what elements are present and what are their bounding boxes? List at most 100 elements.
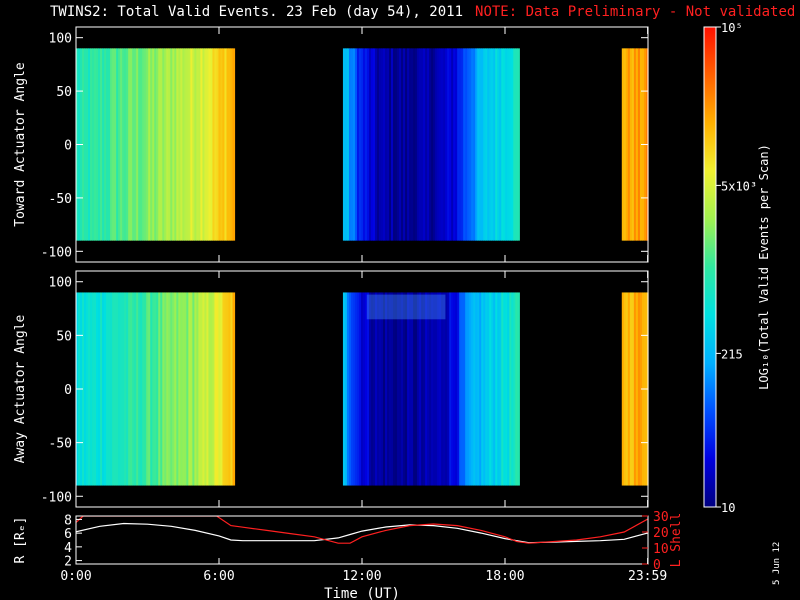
heatmap-column <box>120 292 123 486</box>
heatmap-column <box>180 48 183 241</box>
heatmap-column <box>485 292 488 486</box>
heatmap-column <box>467 292 470 486</box>
heatmap-column <box>140 48 143 241</box>
heatmap-column <box>409 292 412 486</box>
colorbar-label: LOG₁₀(Total Valid Events per Scan) <box>757 144 771 390</box>
heatmap-column <box>443 48 446 241</box>
heatmap-column <box>411 48 414 241</box>
heatmap-column <box>166 48 169 241</box>
heatmap-column <box>360 292 364 486</box>
heatmap-column <box>471 292 474 486</box>
heatmap-column <box>387 292 390 486</box>
x-axis-label: Time (UT) <box>324 586 400 600</box>
heatmap-column <box>387 48 390 241</box>
radius-line <box>76 522 648 544</box>
heatmap-column <box>106 48 109 241</box>
heatmap-column <box>90 292 93 486</box>
heatmap-column <box>348 48 352 241</box>
heatmap-column <box>407 292 410 486</box>
heatmap-column <box>445 48 448 241</box>
heatmap-column <box>358 48 362 241</box>
heatmap-column <box>226 48 230 241</box>
data-block <box>342 292 520 486</box>
heatmap-column <box>84 292 87 486</box>
heatmap-column <box>218 48 222 241</box>
data-block <box>342 48 520 241</box>
heatmap-column <box>621 292 625 486</box>
heatmap-column <box>415 292 418 486</box>
heatmap-column <box>154 292 157 486</box>
heatmap-column <box>96 292 99 486</box>
heatmap-column <box>417 48 420 241</box>
heatmap-column <box>439 48 442 241</box>
heatmap-column <box>176 292 179 486</box>
heatmap-column <box>397 48 400 241</box>
heatmap-column <box>88 48 91 241</box>
heatmap-column <box>200 48 203 241</box>
heatmap-column <box>637 48 641 241</box>
heatmap-column <box>154 48 157 241</box>
heatmap-column <box>364 292 368 486</box>
heatmap-column <box>511 48 514 241</box>
heatmap-column <box>391 292 394 486</box>
heatmap-column <box>112 292 115 486</box>
y-tick-label: 0 <box>64 139 72 154</box>
heatmap-column <box>130 292 133 486</box>
heatmap-column <box>134 48 137 241</box>
heatmap-column <box>200 292 203 486</box>
heatmap-column <box>449 48 452 241</box>
heatmap-column <box>368 48 372 241</box>
preliminary-note: NOTE: Data Preliminary - Not validated <box>475 4 796 20</box>
heatmap-column <box>232 48 236 241</box>
heatmap-column <box>377 292 380 486</box>
heatmap-column <box>385 48 388 241</box>
heatmap-column <box>224 48 228 241</box>
heatmap-column <box>473 292 476 486</box>
heatmap-column <box>447 48 450 241</box>
heatmap-column <box>174 48 177 241</box>
heatmap-column <box>346 48 350 241</box>
heatmap-column <box>136 48 139 241</box>
heatmap-column <box>433 292 436 486</box>
heatmap-column <box>98 48 101 241</box>
heatmap-column <box>158 292 161 486</box>
heatmap-column <box>509 48 512 241</box>
heatmap-column <box>232 292 236 486</box>
heatmap-column <box>471 48 474 241</box>
heatmap-column <box>395 48 398 241</box>
heatmap-column <box>437 292 440 486</box>
heatmap-column <box>182 292 185 486</box>
y-tick-label-right: 0 <box>653 558 661 573</box>
heatmap-column <box>421 48 424 241</box>
heatmap-column <box>465 292 468 486</box>
heatmap-column <box>122 48 125 241</box>
heatmap-column <box>489 292 492 486</box>
heatmap-column <box>206 48 210 241</box>
heatmap-column <box>100 292 103 486</box>
heatmap-column <box>194 48 197 241</box>
heatmap-column <box>190 292 193 486</box>
heatmap-panel-1: 100 50 0 -50 -100 Toward Actuator Angle <box>13 26 649 263</box>
heatmap-column <box>150 48 153 241</box>
heatmap-column <box>144 48 147 241</box>
y-tick-label: -100 <box>41 490 72 505</box>
heatmap-column <box>501 48 504 241</box>
x-tick-label: 0:00 <box>60 569 91 584</box>
heatmap-column <box>126 48 129 241</box>
heatmap-column <box>455 292 458 486</box>
y-tick-label: 50 <box>56 329 72 344</box>
heatmap-column <box>360 48 364 241</box>
heatmap-column <box>226 292 230 486</box>
heatmap-column <box>629 292 633 486</box>
heatmap-column <box>208 292 212 486</box>
heatmap-column <box>403 292 406 486</box>
y-tick-label: 100 <box>49 32 72 47</box>
heatmap-column <box>453 292 456 486</box>
heatmap-column <box>481 292 484 486</box>
heatmap-column <box>128 292 131 486</box>
heatmap-column <box>495 292 498 486</box>
heatmap-column <box>108 292 111 486</box>
heatmap-column <box>493 292 496 486</box>
heatmap-column <box>344 292 348 486</box>
heatmap-column <box>184 292 187 486</box>
